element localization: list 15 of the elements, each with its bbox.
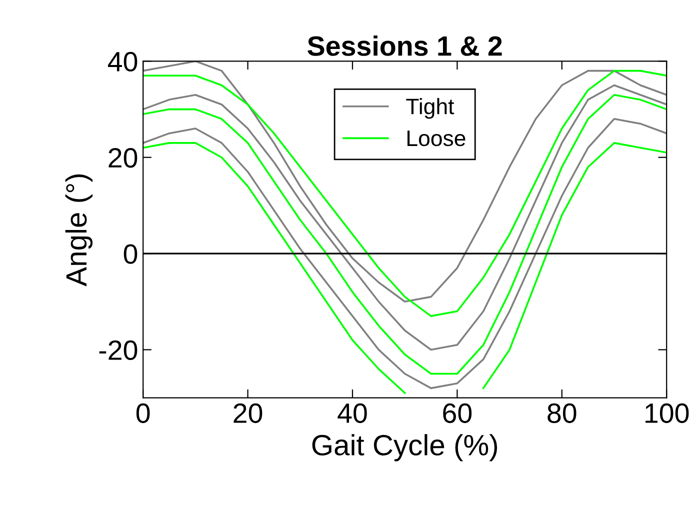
- x-tick-label: 0: [136, 403, 150, 424]
- legend-label: Loose: [408, 130, 466, 146]
- y-tick-label: 40: [108, 52, 138, 72]
- x-tick-label: 100: [646, 403, 689, 424]
- x-tick-label: 80: [548, 403, 576, 424]
- y-axis-title: Angle (°): [65, 174, 93, 286]
- x-tick-label: 20: [234, 403, 262, 424]
- legend-label: Tight: [406, 98, 454, 119]
- x-tick-label: 60: [443, 403, 472, 424]
- y-tick-label: -20: [99, 340, 138, 360]
- y-tick-label: 20: [108, 148, 138, 168]
- y-tick-label: 0: [124, 244, 138, 264]
- chart-title: Sessions 1 & 2: [308, 36, 502, 56]
- x-tick-label: 40: [338, 403, 367, 424]
- x-axis-title: Gait Cycle (%): [312, 434, 498, 462]
